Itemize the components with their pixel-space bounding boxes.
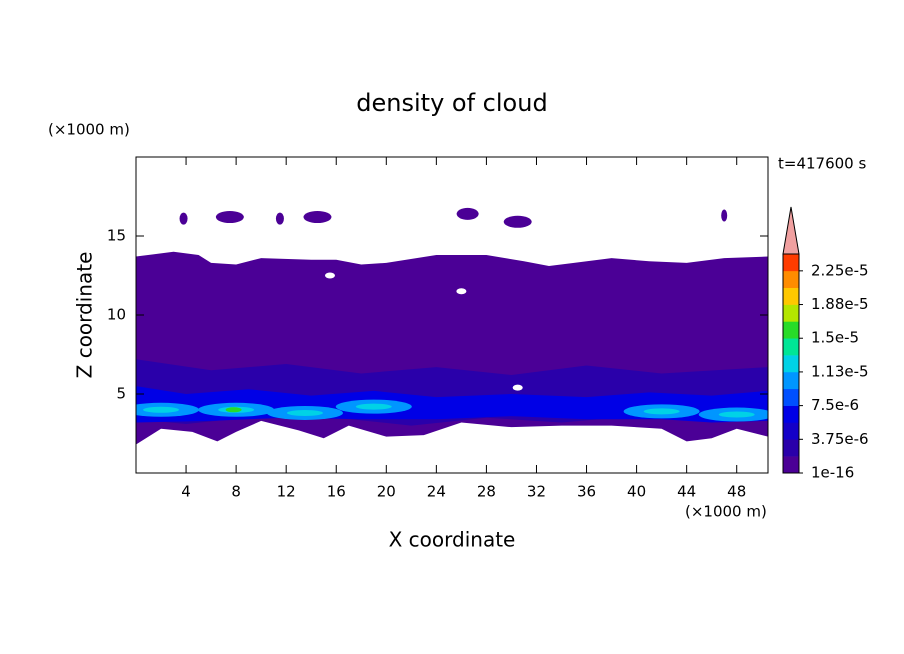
colorbar-band bbox=[783, 422, 799, 440]
colorbar-band bbox=[783, 321, 799, 339]
cloud-region bbox=[215, 211, 244, 224]
x-tick-label: 48 bbox=[727, 483, 746, 501]
y-unit: (×1000 m) bbox=[48, 121, 130, 139]
x-tick-label: 16 bbox=[327, 483, 346, 501]
colorbar-band bbox=[783, 287, 799, 305]
x-tick-label: 44 bbox=[677, 483, 696, 501]
x-tick-label: 4 bbox=[181, 483, 191, 501]
cloud-region bbox=[303, 211, 332, 224]
cloud-core bbox=[286, 409, 323, 416]
y-tick-label: 5 bbox=[116, 385, 126, 403]
cloud-gap bbox=[512, 384, 523, 391]
colorbar-band bbox=[783, 439, 799, 457]
colorbar-band bbox=[783, 405, 799, 423]
x-tick-label: 12 bbox=[277, 483, 296, 501]
x-tick-label: 28 bbox=[477, 483, 496, 501]
colorbar-label: 3.75e-6 bbox=[811, 430, 869, 448]
cloud-region bbox=[503, 215, 532, 228]
cloud-gap bbox=[324, 272, 335, 279]
x-tick-label: 20 bbox=[377, 483, 396, 501]
y-axis-label: Z coordinate bbox=[73, 252, 97, 379]
colorbar-label: 2.25e-5 bbox=[811, 261, 869, 279]
contour-field bbox=[136, 207, 768, 445]
x-tick-label: 40 bbox=[627, 483, 646, 501]
colorbar-band bbox=[783, 338, 799, 356]
cloud-region bbox=[721, 209, 728, 222]
colorbar-label: 1.13e-5 bbox=[811, 362, 869, 380]
chart-title: density of cloud bbox=[356, 89, 547, 117]
colorbar-band bbox=[783, 270, 799, 288]
colorbar-label: 7.5e-6 bbox=[811, 396, 859, 414]
colorbar-band bbox=[783, 355, 799, 373]
cloud-core bbox=[718, 411, 755, 418]
x-axis-label: X coordinate bbox=[389, 528, 516, 552]
colorbar-band bbox=[783, 388, 799, 406]
colorbar-band bbox=[783, 304, 799, 322]
x-tick-label: 24 bbox=[427, 483, 446, 501]
cloud-core bbox=[143, 406, 180, 413]
time-label: t=417600 s bbox=[778, 155, 866, 173]
colorbar-band bbox=[783, 371, 799, 390]
cloud-gap bbox=[456, 288, 467, 295]
cloud-region bbox=[179, 212, 188, 225]
colorbar-band bbox=[783, 254, 799, 272]
colorbar-extend bbox=[782, 206, 800, 255]
colorbar-label: 1e-16 bbox=[811, 464, 854, 482]
x-tick-label: 36 bbox=[577, 483, 596, 501]
cloud-core bbox=[355, 403, 392, 410]
x-tick-label: 8 bbox=[231, 483, 241, 501]
colorbar-label: 1.88e-5 bbox=[811, 295, 869, 313]
x-tick-label: 32 bbox=[527, 483, 546, 501]
cloud-core bbox=[643, 408, 680, 415]
cloud-region bbox=[456, 207, 479, 220]
y-tick-label: 10 bbox=[107, 306, 126, 324]
cloud-region bbox=[275, 212, 284, 225]
cloud-core bbox=[225, 407, 242, 413]
x-unit: (×1000 m) bbox=[685, 503, 767, 521]
colorbar-band bbox=[783, 456, 799, 474]
colorbar-label: 1.5e-5 bbox=[811, 329, 859, 347]
y-tick-label: 15 bbox=[107, 227, 126, 245]
colorbar-frame bbox=[782, 253, 800, 474]
